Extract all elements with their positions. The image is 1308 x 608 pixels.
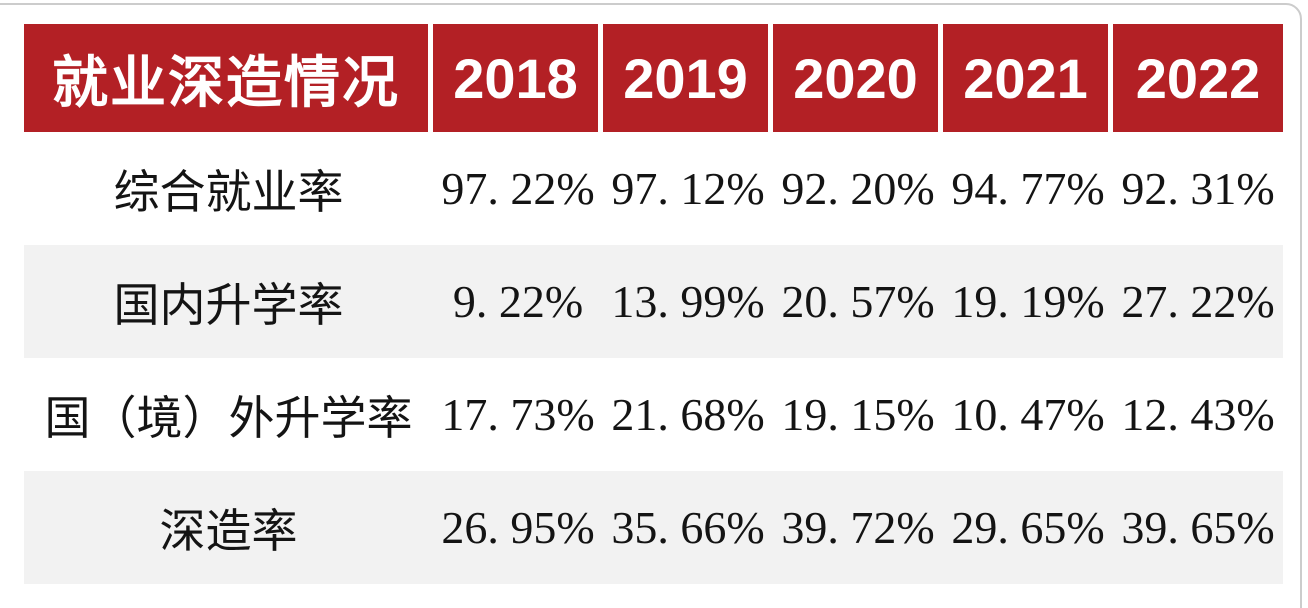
value-cell: 39. 72% (781, 502, 935, 553)
value-cell: 17. 73% (441, 389, 595, 440)
value-cell: 12. 43% (1121, 389, 1275, 440)
table-row: 国（境）外升学率 17. 73% 21. 68% 19. 15% 10. 47% 12. … (24, 358, 1283, 471)
value-cell: 13. 99% (611, 276, 765, 327)
value-cell: 26. 95% (441, 502, 595, 553)
value-cell: 9. 22% (452, 276, 584, 327)
table-row: 国内升学率 9. 22% 13. 99% 20. 57% 19. 19% 27. 22% (24, 245, 1283, 358)
value-cell: 19. 15% (781, 389, 935, 440)
table-header-row: 就业深造情况 2018 2019 2020 2021 2022 (24, 24, 1283, 132)
row-label-cell: 深造率 (159, 505, 298, 557)
header-year-cell: 2022 (1113, 24, 1283, 132)
value-cell: 92. 31% (1121, 163, 1275, 214)
header-year-cell: 2020 (773, 24, 943, 132)
value-cell: 20. 57% (781, 276, 935, 327)
table-body: 综合就业率 97. 22% 97. 12% 92. 20% 94. 77% 92. 31%… (24, 132, 1283, 584)
value-cell: 10. 47% (951, 389, 1105, 440)
header-title-cell: 就业深造情况 (24, 24, 433, 132)
row-label-cell: 国（境）外升学率 (44, 392, 413, 444)
value-cell: 39. 65% (1121, 502, 1275, 553)
row-label-cell: 国内升学率 (113, 279, 344, 331)
header-year-cell: 2018 (433, 24, 603, 132)
value-cell: 21. 68% (611, 389, 765, 440)
header-year-cell: 2019 (603, 24, 773, 132)
employment-education-table: 就业深造情况 2018 2019 2020 2021 2022 综合就业率 97. 22%… (24, 24, 1283, 584)
value-cell: 29. 65% (951, 502, 1105, 553)
row-label-cell: 综合就业率 (113, 166, 344, 218)
header-year-cell: 2021 (943, 24, 1113, 132)
table-row: 综合就业率 97. 22% 97. 12% 92. 20% 94. 77% 92. 31% (24, 132, 1283, 245)
value-cell: 94. 77% (951, 163, 1105, 214)
table-row: 深造率 26. 95% 35. 66% 39. 72% 29. 65% 39. 65% (24, 471, 1283, 584)
value-cell: 27. 22% (1121, 276, 1275, 327)
value-cell: 97. 22% (441, 163, 595, 214)
value-cell: 35. 66% (611, 502, 765, 553)
value-cell: 19. 19% (951, 276, 1105, 327)
value-cell: 97. 12% (611, 163, 765, 214)
value-cell: 92. 20% (781, 163, 935, 214)
